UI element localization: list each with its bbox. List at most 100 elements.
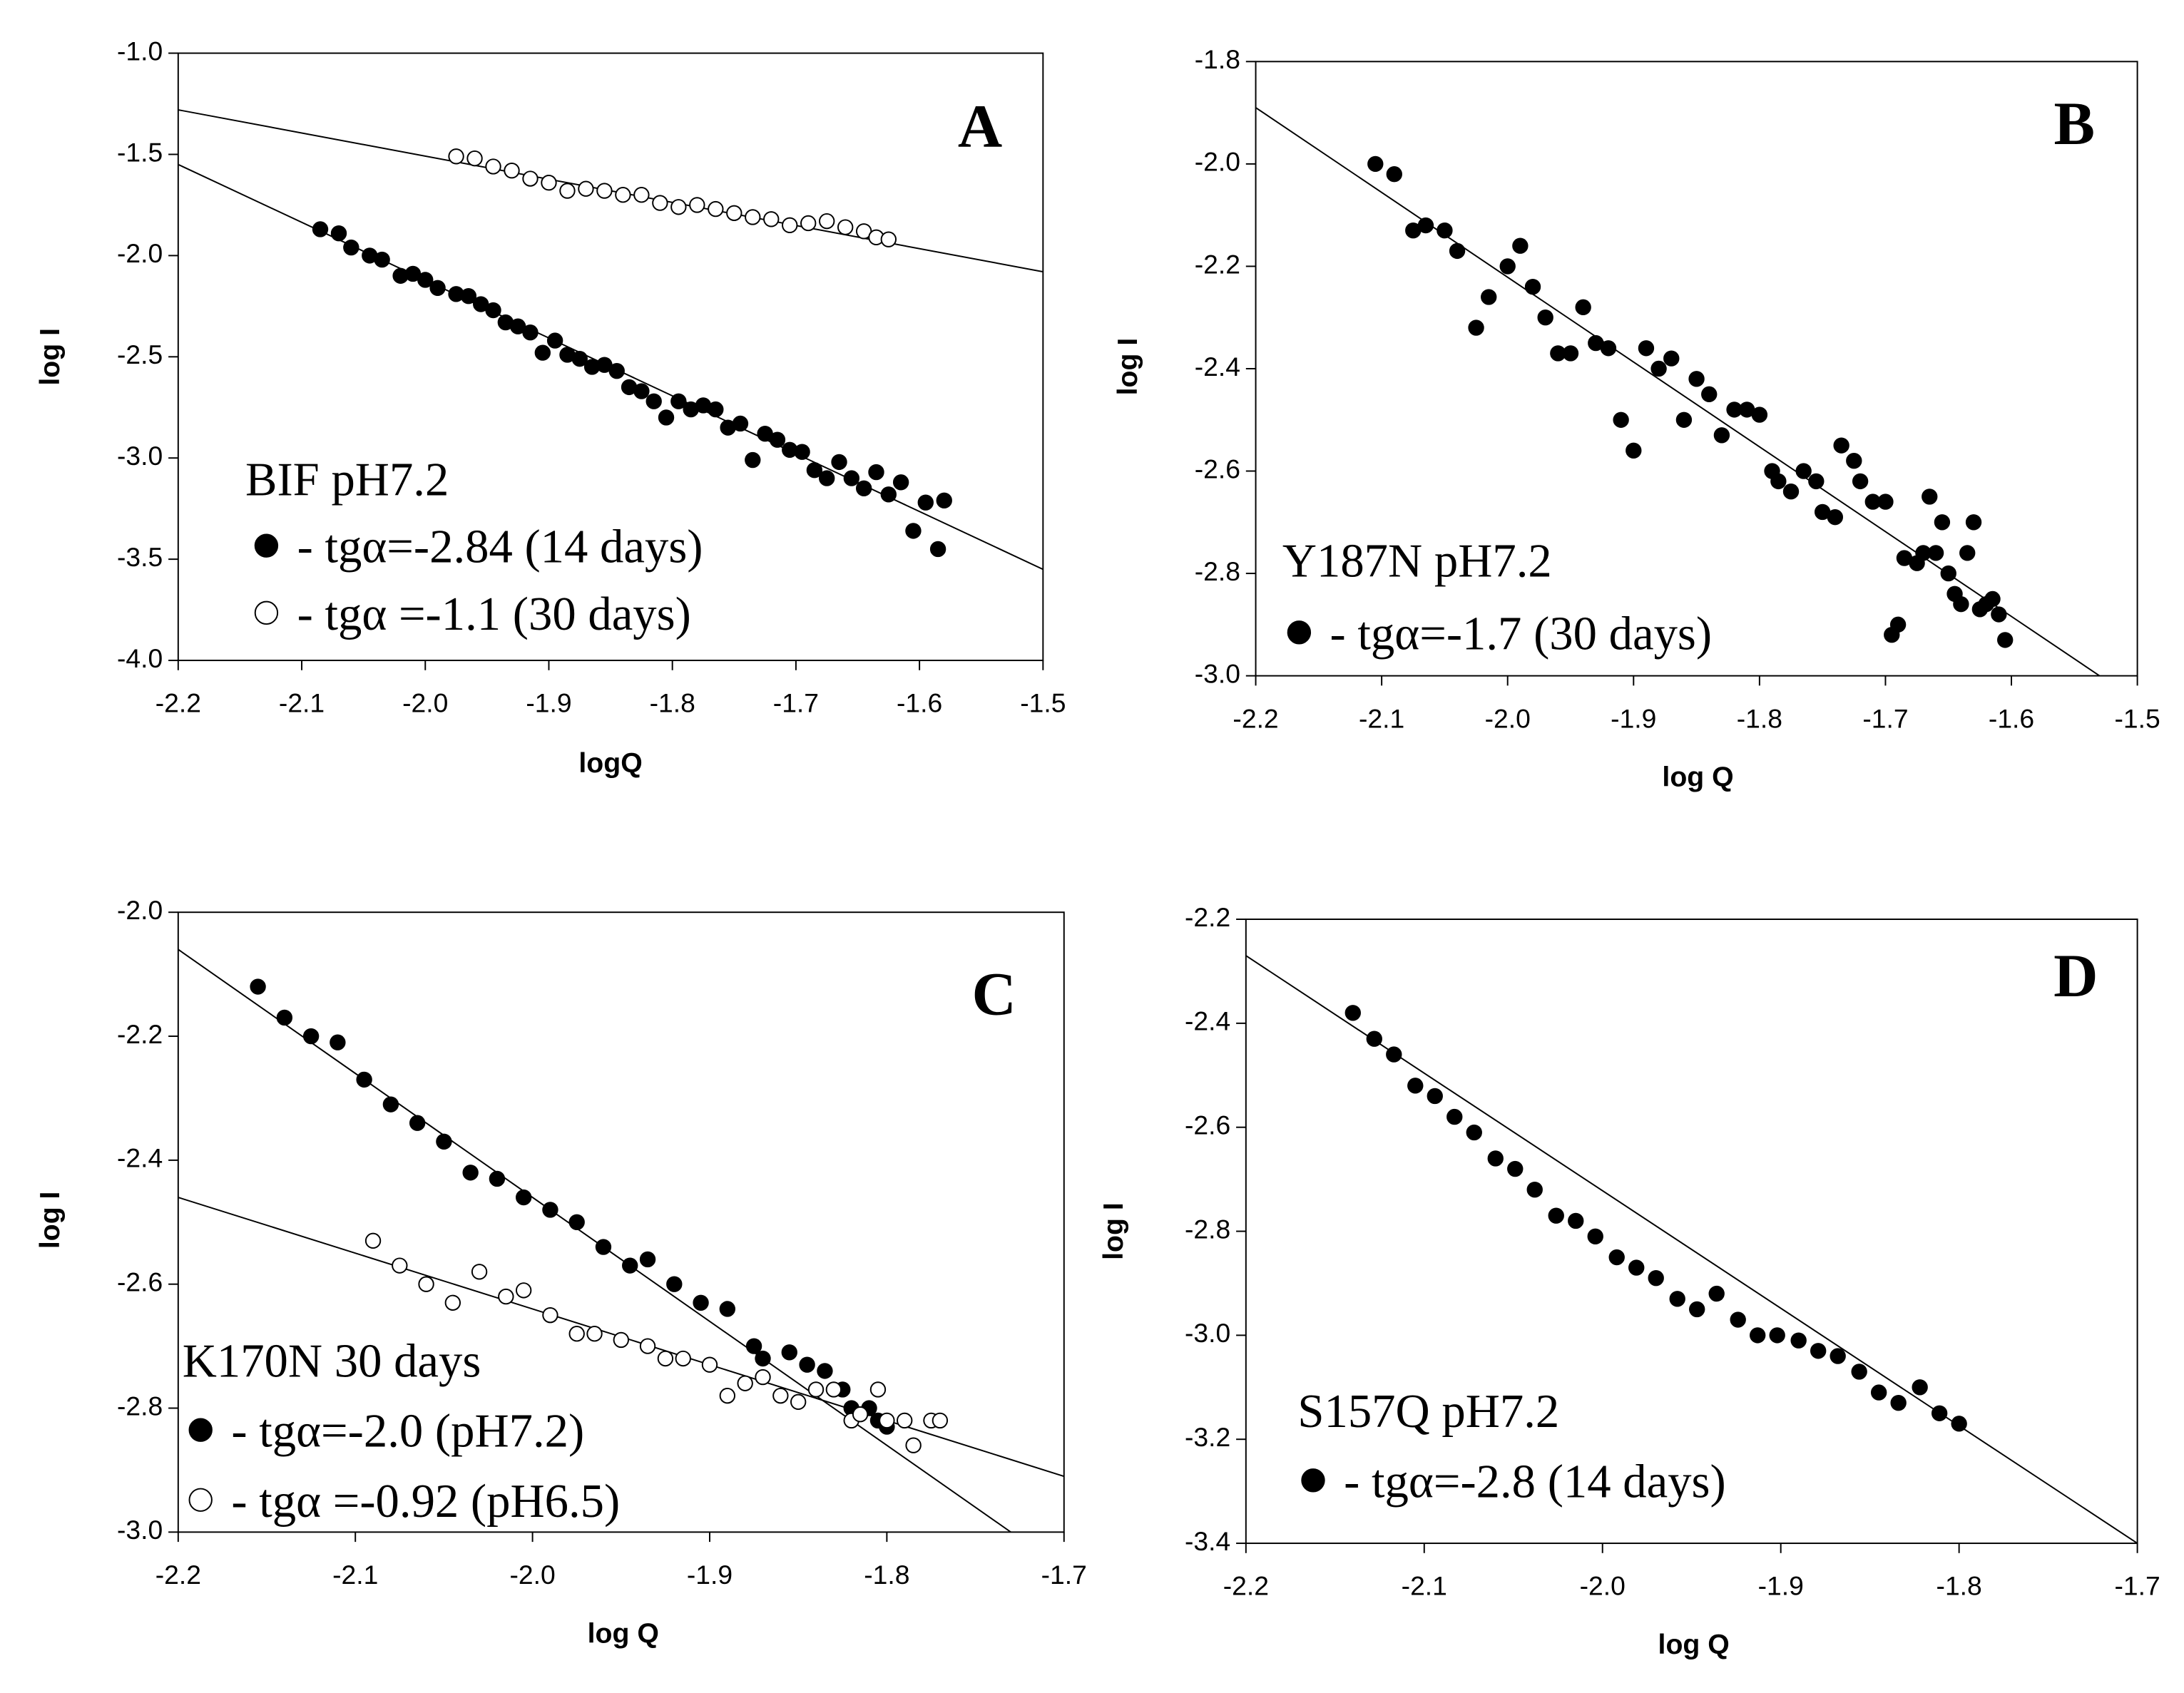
data-point — [1638, 340, 1655, 357]
legend-marker — [254, 600, 279, 625]
data-point — [633, 187, 650, 203]
data-point — [831, 454, 847, 471]
x-tick-label: -2.1 — [279, 688, 325, 718]
data-point — [471, 1264, 488, 1280]
data-point — [485, 302, 501, 319]
plot-frame — [177, 911, 1065, 1533]
data-point — [1548, 1207, 1564, 1224]
data-point — [498, 1288, 514, 1305]
data-point — [1344, 1005, 1361, 1021]
data-point — [892, 474, 909, 491]
data-point — [745, 451, 761, 469]
data-point — [1366, 1030, 1382, 1047]
data-point — [732, 415, 749, 432]
y-axis-label: log I — [1112, 338, 1143, 396]
data-point — [1499, 258, 1516, 275]
data-point — [1446, 1108, 1463, 1125]
data-point — [462, 1165, 479, 1181]
data-point — [880, 486, 897, 503]
data-point — [364, 1232, 382, 1249]
data-point — [781, 1344, 797, 1361]
y-tick-label: -2.8 — [1195, 556, 1240, 586]
data-point — [652, 195, 668, 211]
data-point — [837, 219, 854, 235]
data-point — [1568, 1212, 1584, 1229]
data-point — [763, 211, 780, 227]
data-point — [843, 470, 860, 486]
data-point — [1927, 545, 1944, 561]
x-axis-label: log Q — [1662, 762, 1733, 793]
data-point — [708, 401, 724, 418]
data-point — [330, 1034, 346, 1050]
x-tick-label: -2.1 — [1359, 703, 1404, 733]
data-point — [1708, 1285, 1725, 1302]
data-point — [1650, 360, 1667, 377]
y-tick-label: -2.6 — [117, 1267, 163, 1297]
data-point — [1449, 242, 1466, 260]
legend-title: K170N 30 days — [183, 1336, 481, 1388]
data-point — [1628, 1259, 1645, 1276]
y-tick-label: -2.0 — [1195, 147, 1240, 177]
data-point — [1965, 514, 1982, 531]
y-tick-label: -2.2 — [1195, 249, 1240, 279]
data-point — [1417, 217, 1434, 234]
x-tick-label: -2.2 — [1223, 1571, 1269, 1601]
data-point — [1889, 616, 1907, 633]
data-point — [504, 162, 520, 179]
data-point — [790, 1393, 807, 1411]
data-point — [1730, 1311, 1746, 1328]
data-point — [302, 1028, 320, 1045]
data-point — [879, 1412, 895, 1429]
data-point — [855, 480, 872, 496]
data-point — [1852, 473, 1869, 490]
data-point — [772, 1387, 789, 1404]
x-tick-label: -1.8 — [650, 688, 695, 718]
x-tick-label: -2.0 — [1485, 703, 1531, 733]
legend-title: S157Q pH7.2 — [1297, 1386, 1559, 1438]
data-point — [568, 1214, 585, 1230]
data-point — [1795, 463, 1812, 479]
panel-label: C — [971, 959, 1016, 1028]
data-point — [1827, 508, 1843, 526]
data-point — [1951, 1416, 1967, 1432]
data-point — [622, 1257, 638, 1274]
data-point — [485, 158, 501, 175]
data-point — [460, 287, 477, 305]
data-point — [1782, 484, 1800, 500]
data-point — [343, 239, 359, 256]
data-point — [522, 324, 539, 341]
y-tick-label: -2.4 — [1195, 352, 1240, 382]
data-point — [897, 1412, 913, 1429]
data-point — [701, 1356, 718, 1373]
data-point — [868, 464, 884, 481]
y-tick-label: -4.0 — [117, 643, 163, 673]
data-point — [1689, 1301, 1705, 1318]
data-point — [559, 183, 576, 199]
data-point — [905, 523, 922, 539]
data-point — [1437, 223, 1453, 239]
data-point — [1810, 1343, 1827, 1359]
x-tick-label: -2.0 — [402, 688, 448, 718]
data-point — [769, 431, 786, 448]
data-point — [929, 541, 946, 558]
data-point — [546, 332, 563, 349]
data-point — [1940, 565, 1956, 582]
data-point — [1833, 437, 1849, 454]
data-point — [1750, 1327, 1766, 1344]
data-point — [1481, 289, 1497, 305]
data-point — [1600, 340, 1617, 357]
legend-marker — [1301, 1468, 1325, 1493]
data-point — [1427, 1088, 1443, 1105]
data-point — [1870, 1384, 1887, 1401]
x-tick-label: -1.6 — [1989, 703, 2034, 733]
data-point — [936, 492, 952, 509]
panel-label: D — [2053, 941, 2098, 1010]
data-point — [1608, 1249, 1625, 1266]
y-tick-label: -2.6 — [1195, 454, 1240, 484]
y-tick-label: -1.0 — [117, 36, 163, 66]
legend-entry: - tgα=-2.8 (14 days) — [1344, 1456, 1726, 1508]
y-axis-label: log I — [1098, 1202, 1129, 1260]
data-point — [819, 213, 835, 230]
data-point — [595, 1239, 612, 1255]
legend-entry: - tgα =-0.92 (pH6.5) — [231, 1475, 620, 1528]
